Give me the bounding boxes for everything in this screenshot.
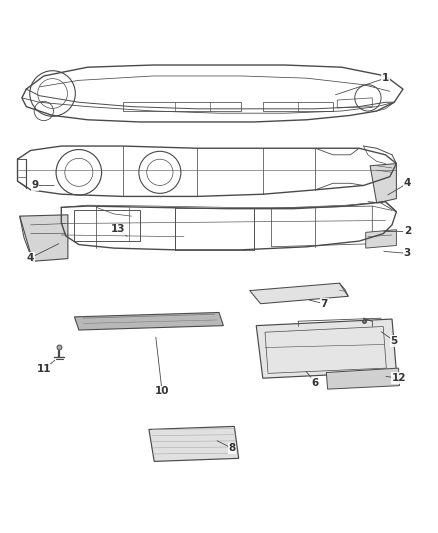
- Text: 10: 10: [155, 386, 170, 397]
- Text: 6: 6: [312, 377, 319, 387]
- Polygon shape: [20, 215, 68, 261]
- Text: 13: 13: [111, 224, 126, 235]
- Text: 1: 1: [382, 73, 389, 83]
- Polygon shape: [256, 319, 396, 378]
- Polygon shape: [370, 164, 396, 203]
- Text: 4: 4: [27, 253, 34, 263]
- Text: 3: 3: [404, 248, 411, 259]
- Text: 2: 2: [404, 227, 411, 237]
- Text: 12: 12: [391, 373, 406, 383]
- Text: 7: 7: [321, 298, 328, 309]
- Text: 11: 11: [36, 365, 51, 374]
- Polygon shape: [74, 312, 223, 330]
- Polygon shape: [366, 230, 396, 248]
- Text: 9: 9: [32, 181, 39, 190]
- Text: 4: 4: [404, 178, 411, 188]
- Text: 5: 5: [391, 336, 398, 346]
- Polygon shape: [326, 368, 399, 389]
- Polygon shape: [250, 283, 348, 304]
- Text: 8: 8: [229, 443, 236, 453]
- Polygon shape: [149, 426, 239, 462]
